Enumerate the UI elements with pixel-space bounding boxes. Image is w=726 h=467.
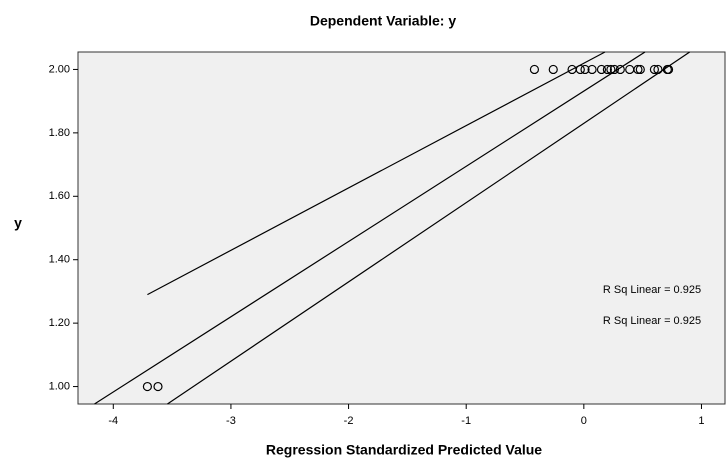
y-tick-label: 1.20	[49, 317, 70, 329]
y-tick-label: 1.00	[49, 380, 70, 392]
y-tick-label: 2.00	[49, 63, 70, 75]
x-tick-label: 1	[698, 415, 704, 427]
y-axis-label: y	[14, 215, 22, 231]
y-tick-label: 1.40	[49, 254, 70, 266]
y-tick-label: 1.60	[49, 190, 70, 202]
annotation: R Sq Linear = 0.925	[603, 315, 701, 327]
chart-title: Dependent Variable: y	[310, 13, 456, 29]
plot-area	[78, 52, 725, 404]
x-tick-label: -2	[344, 415, 354, 427]
x-tick-label: -4	[108, 415, 118, 427]
y-tick-label: 1.80	[49, 127, 70, 139]
annotation: R Sq Linear = 0.925	[603, 284, 701, 296]
x-tick-label: 0	[581, 415, 587, 427]
chart: Dependent Variable: y y Regression Stand…	[0, 0, 726, 462]
x-axis-label: Regression Standardized Predicted Value	[266, 442, 542, 458]
x-tick-label: -3	[226, 415, 236, 427]
x-tick-label: -1	[461, 415, 471, 427]
